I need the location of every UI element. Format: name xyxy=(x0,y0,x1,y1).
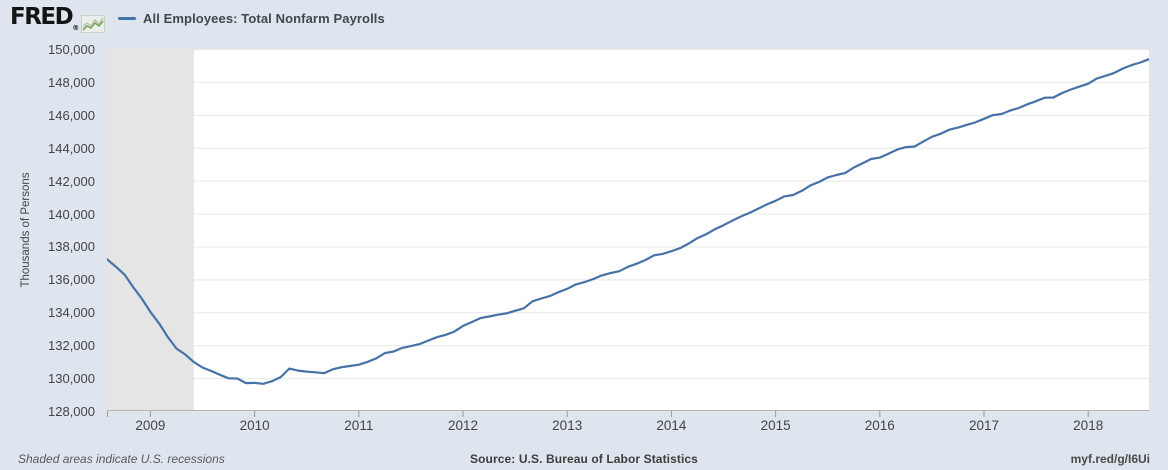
y-tick-label: 146,000 xyxy=(48,107,95,123)
series-title: All Employees: Total Nonfarm Payrolls xyxy=(143,11,385,26)
series-line xyxy=(107,58,1149,385)
x-tick-label: 2014 xyxy=(656,418,687,433)
x-tick-label: 2015 xyxy=(760,418,791,433)
x-tick-label: 2010 xyxy=(239,418,270,433)
y-tick-label: 142,000 xyxy=(48,173,95,189)
y-tick-label: 144,000 xyxy=(48,140,95,156)
y-tick-label: 134,000 xyxy=(48,305,95,321)
fred-sparkline-icon xyxy=(80,15,105,33)
x-tick-label: 2017 xyxy=(968,418,1000,433)
x-tick-label: 2018 xyxy=(1073,418,1104,433)
y-tick-label: 138,000 xyxy=(48,239,95,255)
recession-note: Shaded areas indicate U.S. recessions xyxy=(18,452,225,466)
source-text: Source: U.S. Bureau of Labor Statistics xyxy=(470,452,698,466)
y-tick-label: 130,000 xyxy=(48,371,95,387)
payrolls-line-chart xyxy=(107,49,1149,417)
registered-mark-icon: ® xyxy=(72,24,79,32)
chart-footer: Shaded areas indicate U.S. recessions So… xyxy=(0,452,1168,470)
y-tick-label: 132,000 xyxy=(48,338,95,354)
chart-legend: All Employees: Total Nonfarm Payrolls xyxy=(118,11,385,26)
fred-logo: FRED® xyxy=(10,4,105,41)
series-legend-swatch xyxy=(118,17,136,20)
plot-background xyxy=(107,49,1149,411)
x-tick-label: 2013 xyxy=(552,418,583,433)
x-tick-label: 2016 xyxy=(864,418,895,433)
y-tick-label: 148,000 xyxy=(48,74,95,90)
fred-logo-text: FRED® xyxy=(10,4,79,32)
short-url: myf.red/g/I6Ui xyxy=(1070,452,1150,466)
y-tick-label: 136,000 xyxy=(48,272,95,288)
y-tick-label: 128,000 xyxy=(48,404,95,419)
x-tick-label: 2009 xyxy=(135,418,166,433)
x-tick-label: 2012 xyxy=(447,418,479,433)
x-tick-label: 2011 xyxy=(344,418,374,433)
recession-shading xyxy=(107,49,194,411)
y-tick-label: 140,000 xyxy=(48,206,95,222)
y-tick-label: 150,000 xyxy=(48,42,95,57)
